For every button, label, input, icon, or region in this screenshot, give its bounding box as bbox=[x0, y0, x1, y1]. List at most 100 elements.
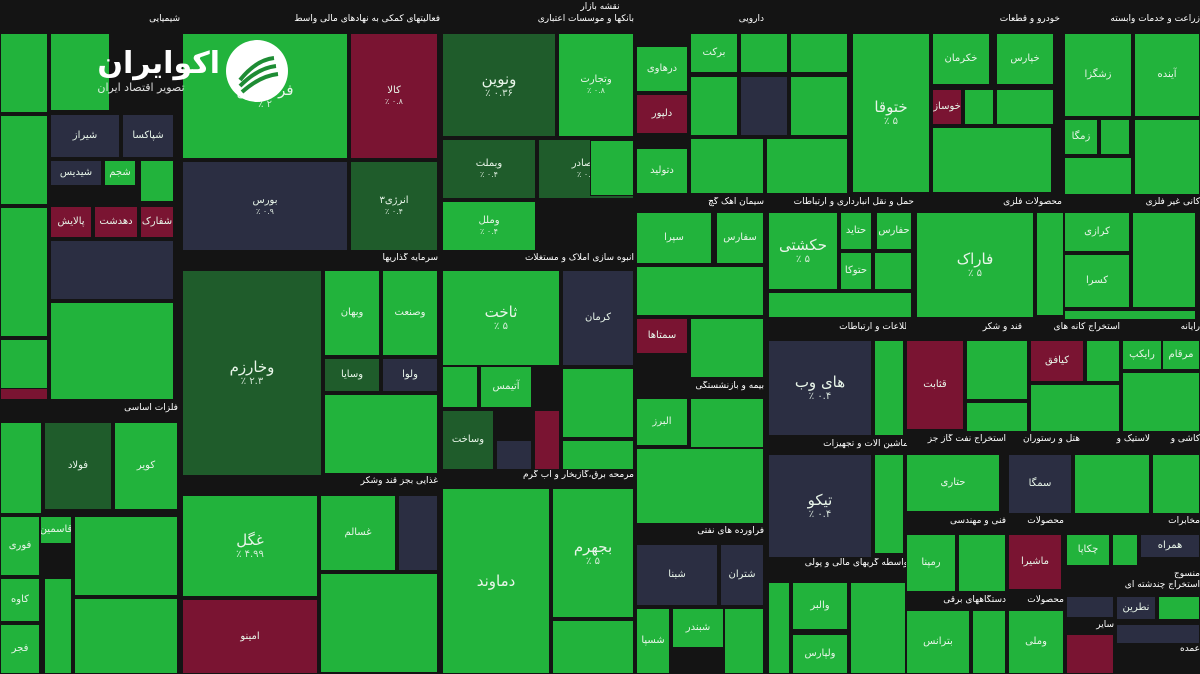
stock-tile[interactable]: آینده bbox=[1134, 33, 1200, 117]
stock-tile[interactable] bbox=[1112, 534, 1138, 566]
stock-tile[interactable] bbox=[552, 620, 634, 674]
stock-tile[interactable] bbox=[690, 76, 738, 136]
stock-tile[interactable] bbox=[996, 89, 1054, 125]
stock-tile[interactable]: سپرا bbox=[636, 212, 712, 264]
stock-tile[interactable] bbox=[320, 573, 438, 673]
stock-tile[interactable]: وملی bbox=[1008, 610, 1064, 674]
stock-tile[interactable] bbox=[74, 598, 178, 674]
stock-tile[interactable] bbox=[1074, 454, 1150, 514]
stock-tile[interactable] bbox=[1134, 119, 1200, 195]
stock-tile[interactable] bbox=[874, 340, 904, 436]
stock-tile[interactable] bbox=[1158, 596, 1200, 620]
stock-tile[interactable] bbox=[140, 160, 174, 202]
stock-tile[interactable]: بجهرم ۵ ٪ bbox=[552, 488, 634, 618]
stock-tile[interactable]: انرژی۳ ۰.۴ ٪ bbox=[350, 161, 438, 251]
stock-tile[interactable] bbox=[1122, 372, 1200, 432]
stock-tile[interactable] bbox=[442, 366, 478, 408]
stock-tile[interactable]: فوری bbox=[0, 516, 40, 576]
stock-tile[interactable]: وساخت bbox=[442, 410, 494, 470]
stock-tile[interactable]: کاوه bbox=[0, 578, 40, 622]
stock-tile[interactable]: وخارزم ۲.۳ ٪ bbox=[182, 270, 322, 476]
stock-tile[interactable]: شپاکسا bbox=[122, 114, 174, 158]
stock-tile[interactable]: رمپنا bbox=[906, 534, 956, 592]
stock-tile[interactable]: خوساز bbox=[932, 89, 962, 125]
stock-tile[interactable] bbox=[44, 578, 72, 674]
stock-tile[interactable] bbox=[964, 89, 994, 125]
stock-tile[interactable]: وتجارت ۰.۸ ٪ bbox=[558, 33, 634, 137]
stock-tile[interactable] bbox=[0, 422, 42, 514]
stock-tile[interactable] bbox=[690, 318, 764, 378]
stock-tile[interactable]: وصنعت bbox=[382, 270, 438, 356]
stock-tile[interactable]: حکشتی ۵ ٪ bbox=[768, 212, 838, 290]
stock-tile[interactable]: کرازی bbox=[1064, 212, 1130, 252]
stock-tile[interactable] bbox=[50, 240, 174, 300]
stock-tile[interactable] bbox=[0, 33, 48, 113]
stock-tile[interactable] bbox=[50, 302, 174, 400]
stock-tile[interactable] bbox=[496, 440, 532, 470]
stock-tile[interactable]: همراه bbox=[1140, 534, 1200, 558]
stock-tile[interactable]: والبر bbox=[792, 582, 848, 630]
stock-tile[interactable] bbox=[636, 448, 764, 524]
stock-tile[interactable] bbox=[1086, 340, 1120, 382]
stock-tile[interactable] bbox=[740, 33, 788, 73]
stock-tile[interactable] bbox=[1116, 624, 1200, 644]
stock-tile[interactable] bbox=[1066, 634, 1114, 674]
stock-tile[interactable]: نطرین bbox=[1116, 596, 1156, 620]
stock-tile[interactable] bbox=[1036, 212, 1064, 316]
stock-tile[interactable] bbox=[790, 76, 848, 136]
stock-tile[interactable] bbox=[534, 410, 560, 470]
stock-tile[interactable]: وملل ۰.۴ ٪ bbox=[442, 201, 536, 251]
stock-tile[interactable]: وبهان bbox=[324, 270, 380, 356]
stock-tile[interactable]: شفارک bbox=[140, 206, 174, 238]
stock-tile[interactable]: ختوقا ۵ ٪ bbox=[852, 33, 930, 193]
stock-tile[interactable] bbox=[958, 534, 1006, 592]
stock-tile[interactable]: ونوین ۰.۳۶ ٪ bbox=[442, 33, 556, 137]
stock-tile[interactable]: شتران bbox=[720, 544, 764, 606]
stock-tile[interactable]: امینو bbox=[182, 599, 318, 674]
stock-tile[interactable] bbox=[562, 440, 634, 470]
stock-tile[interactable] bbox=[0, 207, 48, 337]
stock-tile[interactable]: قاسمین bbox=[40, 516, 72, 544]
stock-tile[interactable]: درهاوی bbox=[636, 46, 688, 92]
stock-tile[interactable]: شیراز bbox=[50, 114, 120, 158]
stock-tile[interactable]: قثابت bbox=[906, 340, 964, 430]
stock-tile[interactable]: رایکپ bbox=[1122, 340, 1162, 370]
stock-tile[interactable] bbox=[324, 394, 438, 474]
stock-tile[interactable] bbox=[966, 340, 1028, 400]
stock-tile[interactable]: غگل ۴.۹۹ ٪ bbox=[182, 495, 318, 597]
stock-tile[interactable]: حفارس bbox=[876, 212, 912, 250]
stock-tile[interactable]: ولوا bbox=[382, 358, 438, 392]
stock-tile[interactable] bbox=[690, 398, 764, 448]
stock-tile[interactable]: دتولید bbox=[636, 148, 688, 194]
stock-tile[interactable]: کالا ۰.۸ ٪ bbox=[350, 33, 438, 159]
stock-tile[interactable] bbox=[74, 516, 178, 596]
stock-tile[interactable]: سمتاها bbox=[636, 318, 688, 354]
stock-tile[interactable] bbox=[590, 140, 634, 196]
stock-tile[interactable] bbox=[690, 138, 764, 194]
stock-tile[interactable] bbox=[932, 127, 1052, 193]
stock-tile[interactable] bbox=[766, 138, 848, 194]
stock-tile[interactable] bbox=[1064, 310, 1196, 320]
stock-tile[interactable] bbox=[0, 388, 48, 400]
stock-tile[interactable] bbox=[1152, 454, 1200, 514]
stock-tile[interactable] bbox=[1066, 596, 1114, 618]
stock-tile[interactable]: فاراک ۵ ٪ bbox=[916, 212, 1034, 318]
stock-tile[interactable]: فجر bbox=[0, 624, 40, 674]
stock-tile[interactable] bbox=[790, 33, 848, 73]
stock-tile[interactable]: شیدیس bbox=[50, 160, 102, 186]
stock-tile[interactable]: البرز bbox=[636, 398, 688, 446]
stock-tile[interactable]: حتاید bbox=[840, 212, 872, 250]
stock-tile[interactable]: سمگا bbox=[1008, 454, 1072, 514]
stock-tile[interactable]: حتوکا bbox=[840, 252, 872, 290]
stock-tile[interactable]: ماشیرا bbox=[1008, 534, 1062, 590]
stock-tile[interactable]: غسالم bbox=[320, 495, 396, 571]
stock-tile[interactable] bbox=[874, 454, 904, 554]
stock-tile[interactable]: خکرمان bbox=[932, 33, 990, 85]
stock-tile[interactable]: بترانس bbox=[906, 610, 970, 674]
stock-tile[interactable] bbox=[1064, 157, 1132, 195]
stock-tile[interactable]: ولپارس bbox=[792, 634, 848, 674]
stock-tile[interactable]: زمگا bbox=[1064, 119, 1098, 155]
stock-tile[interactable] bbox=[874, 252, 912, 290]
stock-tile[interactable]: کسرا bbox=[1064, 254, 1130, 308]
stock-tile[interactable] bbox=[398, 495, 438, 571]
